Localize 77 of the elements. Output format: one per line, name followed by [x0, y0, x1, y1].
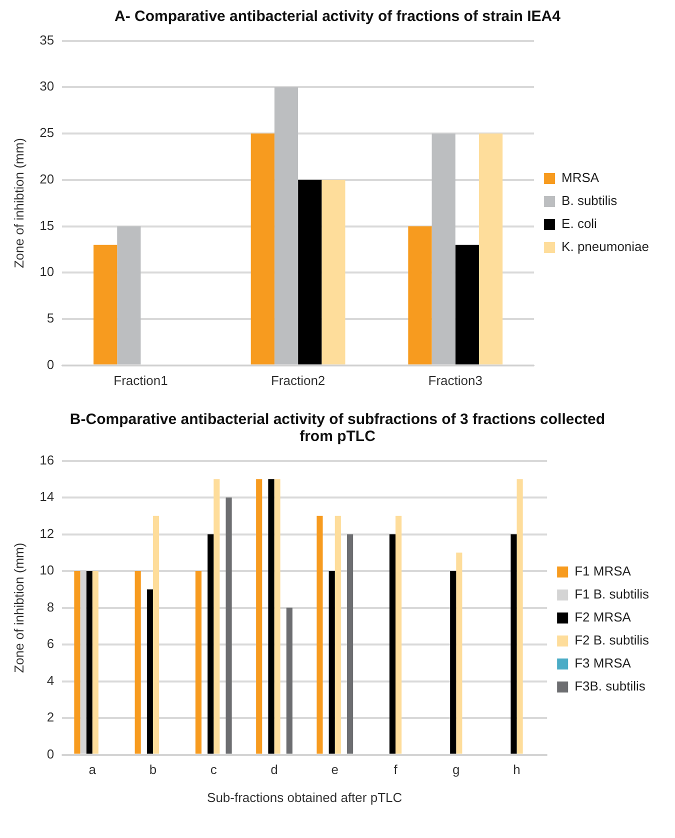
x-tick-label: a: [88, 762, 97, 778]
bar: [316, 516, 323, 754]
bar: [298, 180, 322, 364]
bar: [214, 479, 220, 754]
bar: [347, 534, 354, 754]
chart-title: B-Comparative antibacterial activity of subfractions of 3 fractions collected from pTLC: [68, 411, 606, 445]
y-tick-label: 12: [40, 526, 54, 541]
y-tick-label: 10: [40, 562, 54, 578]
x-tick-label: Fraction1: [114, 372, 168, 388]
bar: [146, 589, 154, 754]
bar: [478, 134, 503, 364]
x-tick-label: b: [149, 762, 157, 778]
legend-label: K. pneumoniae: [562, 239, 649, 254]
legend-label: E. coli: [562, 216, 598, 232]
bar: [455, 244, 479, 364]
y-tick-label: 15: [40, 218, 54, 233]
legend-label: B. subtilis: [562, 193, 618, 208]
bar: [322, 180, 346, 364]
legend-label: F3 MRSA: [574, 656, 632, 671]
y-tick-label: 6: [46, 636, 54, 652]
bar: [432, 134, 456, 364]
y-tick-label: 0: [46, 356, 54, 372]
y-tick-label: 16: [40, 452, 54, 468]
bar: [450, 571, 456, 754]
y-axis-title: Zone of inhibtion (mm): [11, 542, 26, 673]
legend-label: MRSA: [562, 170, 600, 186]
y-axis-title: Zone of inhibtion (mm): [11, 138, 26, 268]
bar: [274, 479, 280, 754]
y-tick-label: 5: [46, 310, 54, 326]
x-tick-label: Fraction2: [270, 372, 326, 388]
bar: [94, 244, 118, 364]
bar: [389, 534, 396, 754]
x-tick-label: Fraction3: [428, 372, 482, 388]
bar: [74, 571, 80, 754]
bar: [510, 534, 517, 754]
legend-label: F1 B. subtilis: [574, 586, 650, 602]
bar: [274, 87, 298, 364]
bar: [92, 571, 98, 754]
y-tick-label: 10: [40, 264, 54, 280]
bar: [408, 226, 432, 364]
legend-label: F2 B. subtilis: [574, 632, 650, 648]
legend-label: F1 MRSA: [574, 564, 632, 579]
chart-title: A- Comparative antibacterial activity of fractions of strain IEA4: [114, 8, 562, 25]
y-tick-label: 8: [46, 599, 54, 614]
x-tick-label: f: [394, 762, 398, 778]
x-axis-title: Sub-fractions obtained after pTLC: [207, 790, 402, 805]
bar: [334, 516, 341, 754]
bar: [286, 608, 292, 754]
bar: [250, 134, 274, 364]
bar: [195, 571, 202, 754]
y-tick-label: 0: [46, 746, 54, 762]
x-tick-label: c: [210, 762, 218, 778]
bar: [226, 498, 232, 754]
bar: [117, 226, 141, 364]
y-tick-label: 30: [40, 78, 54, 94]
y-tick-label: 2: [46, 710, 54, 725]
bar: [456, 552, 462, 754]
bar: [516, 479, 523, 754]
x-tick-label: d: [270, 762, 278, 778]
x-tick-label: g: [452, 762, 460, 778]
bar: [86, 571, 92, 754]
x-tick-label: e: [331, 762, 339, 778]
bar: [208, 534, 214, 754]
bar: [328, 571, 335, 754]
y-tick-label: 20: [40, 171, 54, 186]
bar: [396, 516, 402, 754]
y-tick-label: 35: [40, 32, 54, 48]
bar: [256, 479, 262, 754]
legend-label: F2 MRSA: [574, 610, 632, 625]
legend-label: F3B. subtilis: [574, 678, 646, 694]
bar: [134, 571, 141, 754]
x-tick-label: h: [513, 762, 520, 778]
y-tick-label: 14: [40, 489, 54, 504]
y-tick-label: 4: [46, 672, 54, 688]
bar: [153, 516, 160, 754]
bar: [268, 479, 274, 754]
y-tick-label: 25: [40, 125, 54, 140]
